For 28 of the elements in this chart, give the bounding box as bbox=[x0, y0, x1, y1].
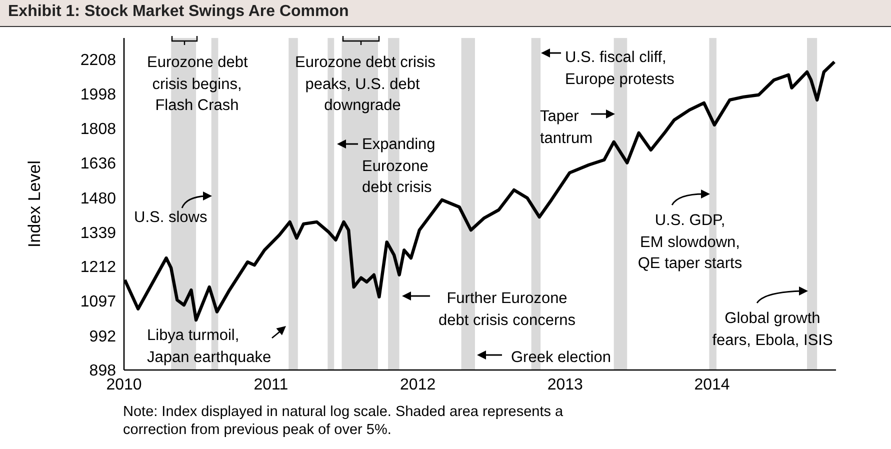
annotation: Further Eurozone debt crisis concerns bbox=[438, 289, 576, 330]
annotation: Expanding Eurozone debt crisis bbox=[362, 135, 436, 198]
y-tick-label: 2208 bbox=[80, 52, 116, 70]
y-axis-title: Index Level bbox=[25, 160, 44, 248]
y-tick-label: 1097 bbox=[80, 294, 116, 311]
annotation: Eurozone debt crisis peaks, U.S. debt downgrade bbox=[295, 53, 436, 116]
annotation: U.S. slows bbox=[134, 208, 208, 228]
chart-title: Exhibit 1: Stock Market Swings Are Common bbox=[8, 3, 349, 21]
annotation: Libya turmoil, Japan earthquake bbox=[147, 326, 272, 368]
y-tick-label: 1339 bbox=[80, 224, 116, 242]
annotation: U.S. fiscal cliff, Europe protests bbox=[565, 48, 674, 90]
y-tick-label: 1480 bbox=[80, 190, 116, 208]
annotation: Taper tantrum bbox=[540, 107, 593, 148]
y-tick-label: 992 bbox=[89, 328, 116, 346]
annotation: Global growth fears, Ebola, ISIS bbox=[711, 309, 834, 350]
y-tick-label: 1808 bbox=[80, 121, 116, 138]
y-tick-label: 1636 bbox=[80, 156, 116, 173]
x-tick-label: 2011 bbox=[254, 376, 288, 394]
y-tick-label: 1212 bbox=[80, 259, 116, 276]
annotation: Eurozone debt crisis begins, Flash Crash bbox=[147, 53, 248, 116]
x-tick-label: 2013 bbox=[547, 376, 584, 394]
annotation: U.S. GDP, EM slowdown, QE taper starts bbox=[636, 211, 744, 274]
x-tick-label: 2014 bbox=[694, 376, 730, 394]
annotation: Greek election bbox=[511, 348, 611, 368]
x-tick-label: 2010 bbox=[106, 376, 142, 394]
x-tick-label: 2012 bbox=[400, 376, 436, 394]
y-tick-label: 1998 bbox=[80, 86, 116, 104]
text: Note: Index displayed in natural log scale. Shaded area represents a correction from previous peak of over 5%. bbox=[123, 403, 564, 439]
